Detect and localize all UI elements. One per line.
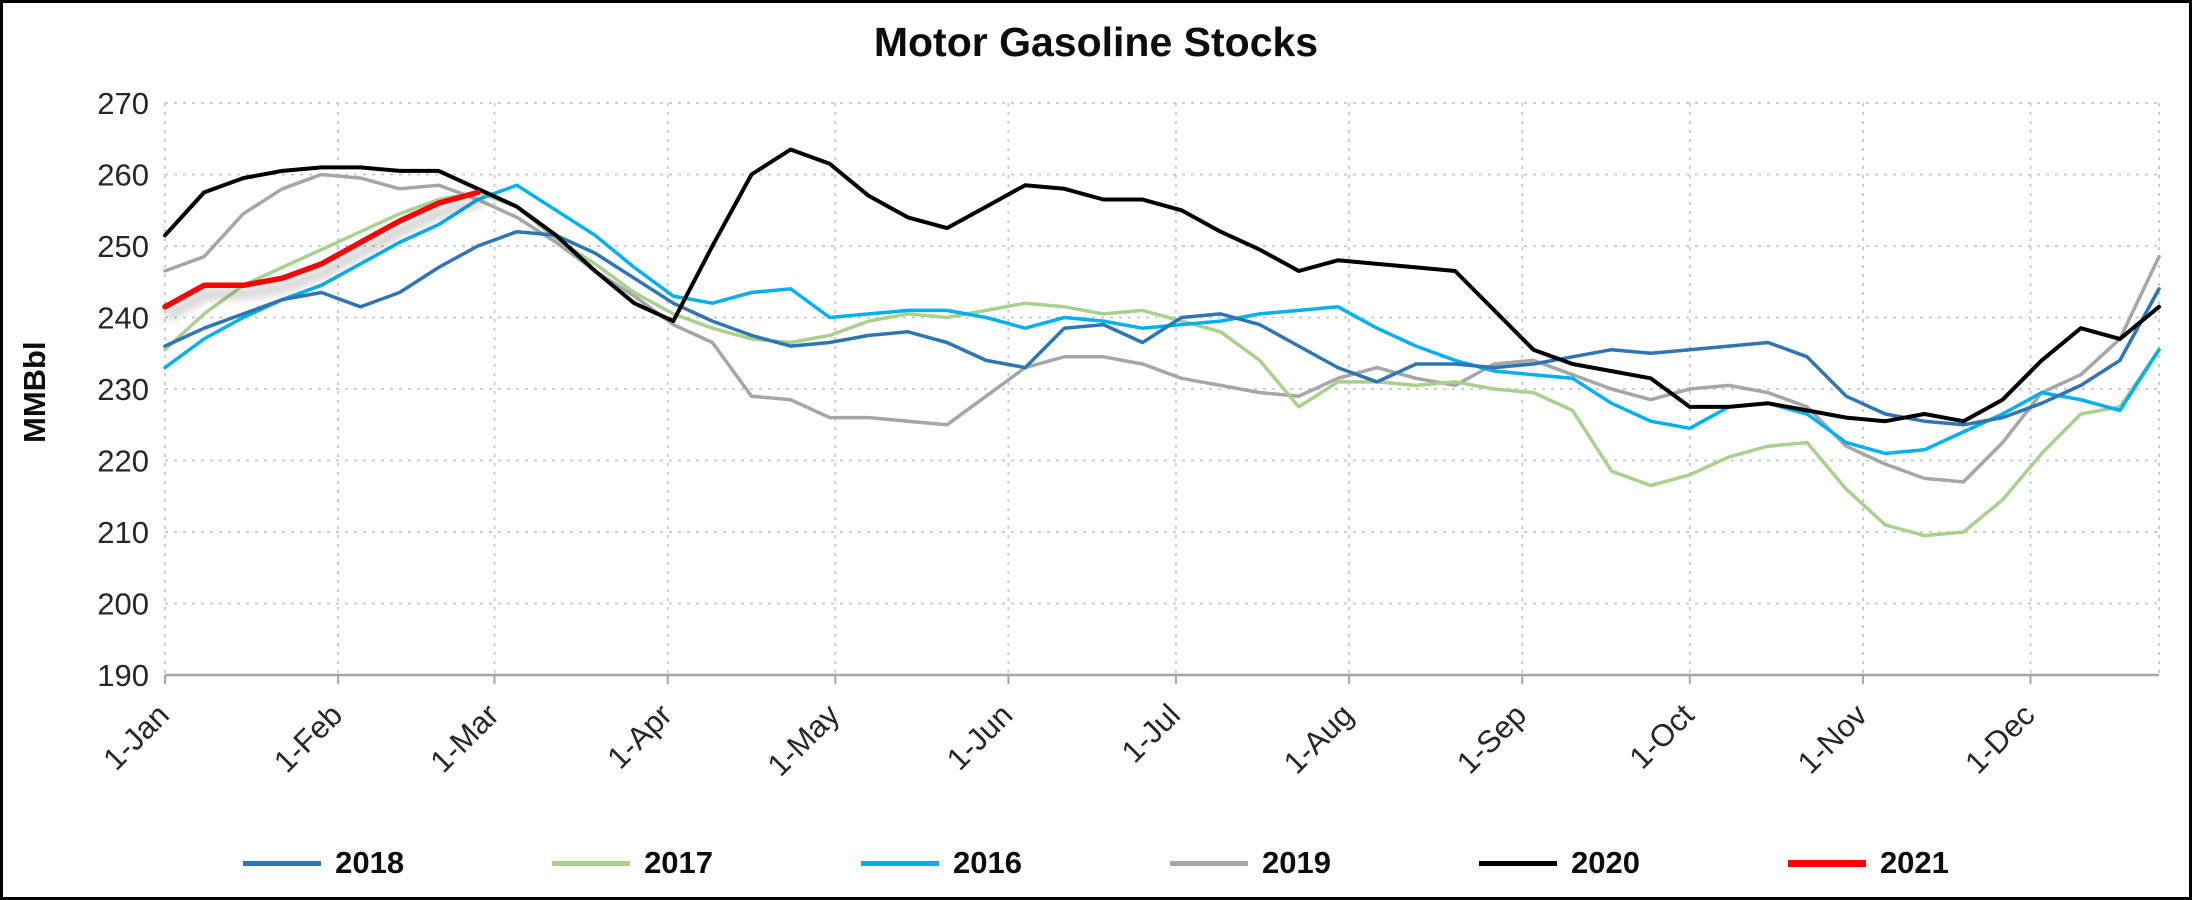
y-tick-label: 230 <box>97 372 149 407</box>
x-tick-label: 1-Nov <box>1791 697 1875 781</box>
y-tick-label: 190 <box>97 658 149 693</box>
legend-label-2019: 2019 <box>1262 845 1331 880</box>
x-tick-label: 1-Aug <box>1277 697 1360 780</box>
y-tick-label: 210 <box>97 515 149 550</box>
horizontal-gridlines <box>165 102 2159 677</box>
y-tick-label: 250 <box>97 229 149 264</box>
series-lines <box>162 147 2161 538</box>
x-tick-label: 1-Jan <box>96 697 176 777</box>
x-tick-label: 1-Sep <box>1450 697 1533 780</box>
legend-label-2016: 2016 <box>953 845 1022 880</box>
series-line-2016 <box>163 183 2161 456</box>
y-tick-label: 270 <box>97 86 149 121</box>
legend-label-2020: 2020 <box>1570 845 1640 880</box>
x-axis-labels: 1-Jan 1-Feb 1-Mar 1-Apr 1-May 1-Jun 1-Jul 1-Aug… <box>96 697 2041 783</box>
legend-swatch-2017 <box>552 860 631 866</box>
legend-item-2016: 2016 <box>861 845 1022 881</box>
x-tick-label: 1-Dec <box>1958 697 2041 780</box>
y-axis-labels: 190 200 210 220 230 240 250 260 270 <box>97 86 149 693</box>
y-tick-label: 260 <box>97 158 149 193</box>
legend-item-2019: 2019 <box>1170 845 1331 881</box>
vertical-gridlines <box>164 103 2160 684</box>
x-tick-label: 1-Jul <box>1115 697 1187 769</box>
series-line-2020 <box>163 147 2161 424</box>
y-tick-label: 200 <box>97 587 149 622</box>
legend-swatch-2021 <box>1787 859 1866 867</box>
y-tick-label: 240 <box>97 301 149 336</box>
chart-title: Motor Gasoline Stocks <box>873 19 1319 65</box>
series-line-2018 <box>163 229 2161 427</box>
chart-legend: 2018 2017 2016 2019 2020 2021 <box>3 845 2189 881</box>
legend-item-2021: 2021 <box>1787 845 1949 881</box>
y-tick-label: 220 <box>97 444 149 479</box>
legend-item-2018: 2018 <box>243 845 404 881</box>
legend-label-2017: 2017 <box>644 845 714 880</box>
x-tick-label: 1-May <box>761 697 847 783</box>
legend-swatch-2016 <box>861 860 940 866</box>
legend-item-2020: 2020 <box>1478 845 1640 881</box>
legend-swatch-2018 <box>243 860 322 866</box>
plot-area: 190 200 210 220 230 240 250 260 270 1-Jan 1-Feb 1-M… <box>96 86 2161 783</box>
legend-swatch-2019 <box>1170 860 1248 866</box>
legend-label-2018: 2018 <box>335 845 405 880</box>
x-tick-label: 1-Mar <box>423 697 505 779</box>
x-tick-label: 1-Feb <box>267 697 349 779</box>
x-tick-label: 1-Apr <box>600 697 678 775</box>
series-line-2021 <box>162 189 481 310</box>
legend-item-2017: 2017 <box>552 845 713 881</box>
series-line-2017 <box>163 190 2161 538</box>
x-tick-label: 1-Oct <box>1622 697 1701 776</box>
x-tick-label: 1-Jun <box>940 697 1020 777</box>
legend-swatch-2020 <box>1478 860 1557 866</box>
legend-label-2021: 2021 <box>1879 845 1949 880</box>
